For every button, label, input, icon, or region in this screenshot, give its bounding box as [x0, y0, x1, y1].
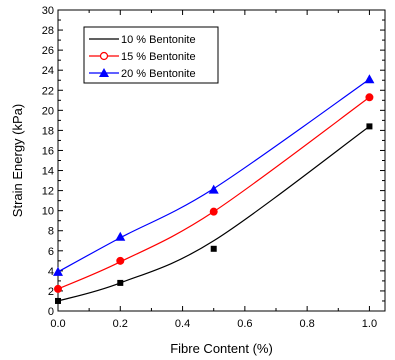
legend-item: 10 % Bentonite [89, 34, 196, 46]
x-tick-label: 0.6 [237, 318, 252, 330]
legend-marker [99, 51, 109, 61]
y-tick-label: 2 [48, 286, 54, 298]
y-tick-label: 16 [42, 145, 54, 157]
x-tick-label: 0.4 [175, 318, 190, 330]
legend-label: 20 % Bentonite [121, 68, 196, 80]
series-line [57, 96, 370, 290]
y-tick-label: 24 [42, 65, 54, 77]
x-axis-title: Fibre Content (%) [170, 341, 273, 356]
y-tick-label: 0 [48, 306, 54, 318]
data-point [209, 207, 218, 216]
x-tick-label: 0.2 [113, 318, 128, 330]
x-tick-label: 0.8 [299, 318, 314, 330]
y-tick-label: 14 [42, 166, 54, 178]
legend-item: 20 % Bentonite [89, 68, 196, 80]
y-tick-label: 30 [42, 5, 54, 17]
data-point [117, 279, 124, 286]
legend-label: 10 % Bentonite [121, 34, 196, 46]
y-tick-label: 26 [42, 45, 54, 57]
series-3 [53, 74, 375, 276]
data-point [115, 231, 126, 241]
y-tick-label: 8 [48, 226, 54, 238]
series-group [53, 74, 375, 304]
x-tick-label: 1.0 [362, 318, 377, 330]
y-axis-title: Strain Energy (kPa) [10, 104, 25, 217]
legend: 10 % Bentonite 15 % Bentonite 20 % Bentoni… [83, 26, 219, 84]
y-tick-label: 12 [42, 186, 54, 198]
data-point [116, 256, 125, 265]
data-point [210, 245, 217, 252]
legend-item: 15 % Bentonite [89, 51, 196, 63]
y-tick-label: 22 [42, 85, 54, 97]
x-tick-label: 0.0 [50, 318, 65, 330]
data-point [54, 284, 62, 293]
data-point [53, 266, 63, 276]
data-point [366, 123, 373, 130]
legend-label: 15 % Bentonite [121, 51, 196, 63]
y-tick-label: 18 [42, 125, 54, 137]
y-tick-label: 28 [42, 25, 54, 37]
series-1 [55, 123, 373, 304]
series-2 [54, 93, 374, 293]
data-point [55, 297, 61, 304]
y-tick-label: 10 [42, 206, 54, 218]
data-point [208, 184, 219, 194]
data-point [364, 74, 375, 84]
legend-marker [99, 68, 109, 77]
y-tick-label: 6 [48, 246, 54, 258]
data-point [365, 93, 374, 102]
series-line [57, 78, 370, 273]
series-line [57, 125, 370, 302]
y-tick-label: 4 [48, 266, 54, 278]
y-tick-label: 20 [42, 105, 54, 117]
